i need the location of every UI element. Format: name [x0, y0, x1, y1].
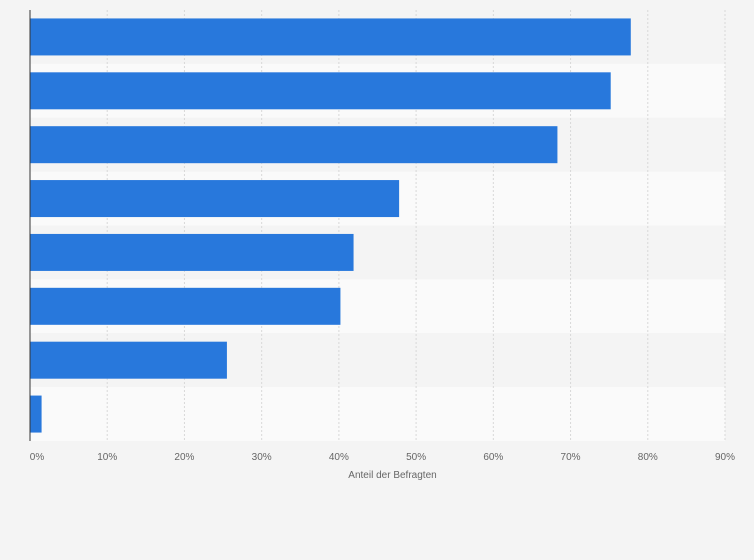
bar[interactable]: [30, 287, 341, 325]
x-tick-label: 10%: [97, 452, 117, 463]
row-band: [30, 387, 725, 441]
x-tick-label: 70%: [561, 452, 581, 463]
x-tick-label: 20%: [174, 452, 194, 463]
x-tick-label: 50%: [406, 452, 426, 463]
bar[interactable]: [30, 18, 631, 56]
x-tick-label: 0%: [30, 452, 45, 463]
bar[interactable]: [30, 126, 558, 164]
x-tick-label: 60%: [483, 452, 503, 463]
bar[interactable]: [30, 341, 227, 379]
x-tick-label: 90%: [715, 452, 735, 463]
x-tick-label: 30%: [252, 452, 272, 463]
x-tick-label: 40%: [329, 452, 349, 463]
x-axis-title: Anteil der Befragten: [348, 470, 436, 481]
x-tick-label: 80%: [638, 452, 658, 463]
bar[interactable]: [30, 72, 611, 110]
bar[interactable]: [30, 233, 354, 271]
x-tick-labels: 0% 10% 20% 30% 40% 50% 60% 70% 80% 90%: [30, 452, 735, 463]
bar[interactable]: [30, 180, 400, 218]
bar[interactable]: [30, 395, 42, 433]
bars: [30, 18, 631, 433]
